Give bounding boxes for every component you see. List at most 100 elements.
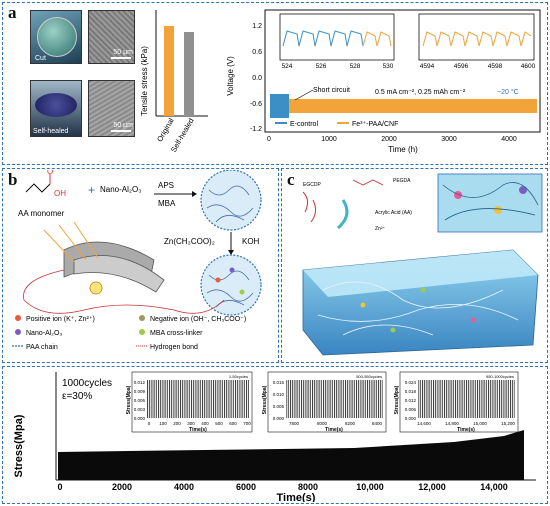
nano-label: Nano-Al₂O₃ [100,185,142,194]
inset1-xtick-3: 200 [173,421,181,426]
ion-dot-2 [239,289,245,295]
stress-xtick-4: 6000 [236,482,256,492]
inset1-econtrol-trace [282,30,364,47]
inset3-title: 950-1000cycles [486,374,514,379]
voltage-ytick-1: -1.2 [250,126,262,133]
voltage-ytick-2: -0.6 [250,101,262,108]
inset2-xtick-1: 4594 [420,63,435,70]
inset3-ytick-4: 0.018 [405,389,417,394]
healed-disc [35,93,77,117]
stress-xtick-3: 4000 [174,482,194,492]
voltage-inset-2 [418,13,535,61]
pegda-structure [352,179,384,186]
legend-nano: Nano-Al₂O₃ [26,330,62,337]
legend-mba-dot [139,329,145,335]
egcdp-structure [302,191,317,223]
acrylic-label: Acrylic Acid (AA) [375,210,412,216]
inset1-xtick-2: 100 [159,421,167,426]
legend-positive: Positive ion (K⁺, Zn²⁺) [26,316,95,323]
legend-fe: Fe³⁺-PAA/CNF [352,121,398,128]
network-zoom-inset [437,173,543,233]
light-ray-3 [73,221,99,259]
voltage-xtick-1: 0 [267,136,271,143]
stress-signal-band [58,430,524,480]
gel-node-1 [360,302,366,308]
stress-xtick-5: 8000 [298,482,318,492]
voltage-xtick-5: 4000 [501,136,517,143]
voltage-ylabel: Voltage (V) [226,56,235,96]
legend-hbond: Hydrogen bond [150,344,198,351]
inset1-ytick-4: 0.009 [134,389,146,394]
inset1-xtick-1: 524 [282,63,293,70]
voltage-chart: Voltage (V) -1.2 -0.6 0.0 0.6 1.2 524 52… [226,9,541,154]
network-circle-1 [200,170,262,231]
cut-disc [37,17,77,57]
zoom-node-1 [454,191,462,199]
aa-monomer-structure [25,183,51,193]
photo-healed: Self-healed [30,80,82,137]
inset1-xtick-2: 526 [316,63,327,70]
inset1-xtick-4: 300 [187,421,195,426]
stress-xtick-1: 0 [57,482,62,492]
inset2-xtick-4: 4600 [521,63,536,70]
inset1-fe-trace [362,31,392,47]
fe-band [289,99,537,113]
inset2-ytick-2: 0.005 [273,404,285,409]
zn-label: Zn(CH₃COO)₂ [164,237,215,246]
inset3-xtick-2: 14,800 [445,421,459,426]
panel-a-frame [2,2,548,165]
sem-scale-2: 50 μm [113,122,133,129]
zoom-node-3 [519,186,527,194]
sem-scale-bar-1 [111,57,131,59]
inset3-xtick-1: 14,600 [417,421,431,426]
photo-healed-label: Self-healed [33,128,69,135]
inset2-ytick-4: 0.015 [273,380,285,385]
inset1-xtick-4: 530 [383,63,394,70]
legend-nano-dot [15,329,21,335]
inset1-xtick-5: 400 [201,421,209,426]
inset1-xtick-1: 0 [148,421,151,426]
tensile-bar-1 [164,26,174,116]
inset3-xlabel: Time(s) [457,427,475,433]
electrolyte-strips-2 [73,255,165,293]
sem-scale-1: 50 μm [113,49,133,56]
ion-dot-1 [215,277,221,283]
inset3-ytick-3: 0.012 [405,398,417,403]
voltage-ytick-5: 1.2 [252,23,262,30]
legend-negative: Negative ion (OH⁻, CH₃COO⁻) [150,316,246,323]
inset1-oscillation [147,380,249,418]
cycles-label: 1000cycles [62,378,112,389]
panel-a-letter: a [8,3,17,22]
stress-xtick-2: 2000 [112,482,132,492]
reaction-arrowhead [192,191,197,197]
inset2-xlabel: Time(s) [325,427,343,433]
legend-paa: PAA chain [26,344,58,351]
inset1-ytick-3: 0.006 [134,398,146,403]
inset1-ytick-5: 0.012 [134,380,146,385]
voltage-xtick-2: 1000 [321,136,337,143]
strain-label: ε=30% [62,391,92,402]
hydrogel-fibers [317,281,519,336]
inset2-xtick-4: 8400 [372,421,383,426]
inset1-xtick-6: 500 [215,421,223,426]
legend-positive-dot [15,315,21,321]
econtrol-band [270,94,289,118]
tensile-bar-2 [184,32,194,116]
voltage-xlabel: Time (h) [388,145,418,154]
circuit-wire [23,269,225,314]
stress-xtick-8: 14,000 [480,482,508,492]
stress-xtick-6: 10,000 [356,482,384,492]
condition-label: 0.5 mA cm⁻², 0.25 mAh cm⁻² [375,89,466,96]
zn-ion-label: Zn²⁺ [375,226,386,232]
tensile-ylabel: Tensile stress (kPa) [140,46,149,116]
inset1-ytick-1: 0.000 [134,416,146,421]
panel-d-frame [2,366,548,504]
inset2-ylabel: Stress(Mpa) [262,385,268,414]
inset3-oscillation [418,380,515,418]
inset2-xtick-1: 7800 [289,421,300,426]
inset2-title: 500-550cycles [356,374,382,379]
panel-c-scheme: EGCDP PEGDA Acrylic Acid (AA) Zn²⁺ [302,173,543,356]
inset2-fe-trace [422,31,532,47]
inset2-xtick-2: 4596 [454,63,469,70]
egcdp-label: EGCDP [303,182,321,188]
